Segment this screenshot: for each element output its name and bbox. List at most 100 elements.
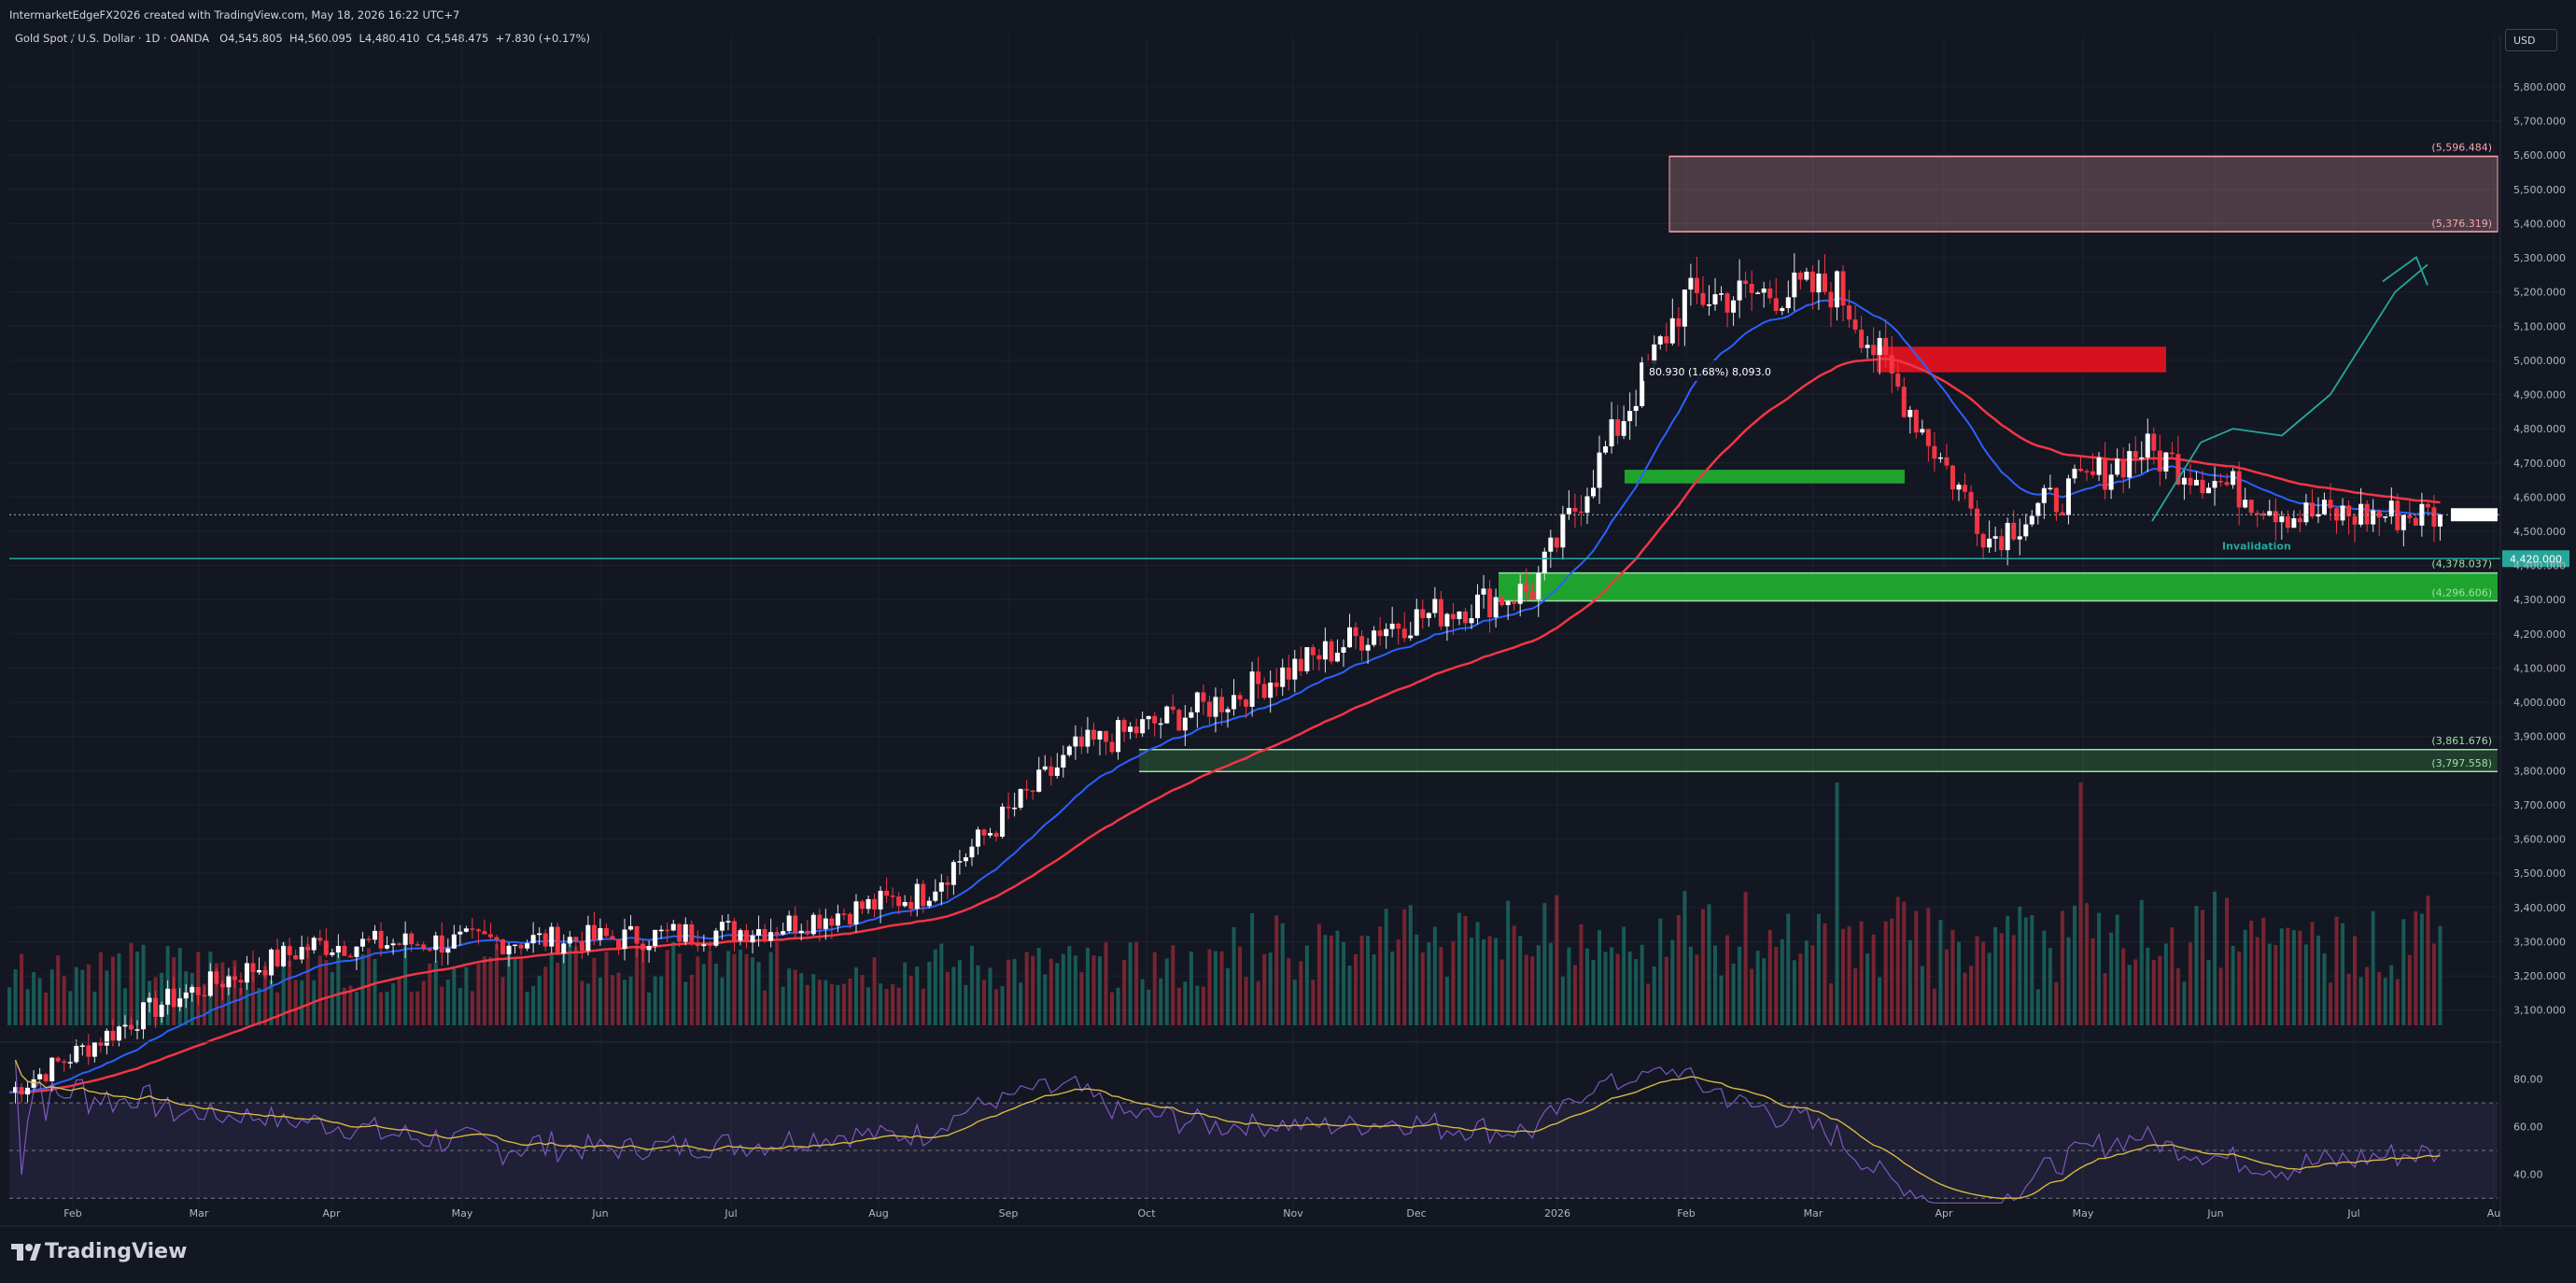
candle-body (1529, 591, 1535, 599)
volume-bar (403, 941, 408, 1025)
candle-body (2243, 500, 2248, 508)
volume-bar (141, 944, 146, 1025)
candle-body (2303, 502, 2309, 523)
candle-body (2260, 513, 2266, 516)
candle-body (1797, 272, 1803, 280)
volume-bar (1902, 901, 1907, 1025)
time-tick-label: May (2073, 1207, 2094, 1220)
volume-bar (1219, 951, 1224, 1025)
projection-path (2151, 263, 2428, 522)
candle-body (2413, 517, 2418, 526)
volume-bar (1329, 935, 1333, 1025)
candle-body (993, 833, 999, 838)
volume-bar (1335, 930, 1340, 1025)
candle-body (2255, 513, 2260, 515)
volume-bar (1750, 968, 1754, 1025)
candle-body (1206, 701, 1212, 717)
volume-bar (317, 955, 322, 1025)
volume-bar (409, 992, 414, 1025)
candle-body (762, 929, 767, 941)
candle-body (530, 935, 536, 944)
candle-body (1615, 419, 1621, 436)
candle-body (525, 943, 530, 949)
candle-body (810, 914, 816, 935)
volume-bar (1256, 980, 1260, 1025)
candle-body (49, 1057, 55, 1082)
volume-bar (440, 986, 444, 1025)
volume-bar (1159, 978, 1163, 1025)
candle-body (1018, 788, 1023, 808)
volume-bar (1823, 923, 1827, 1025)
volume-bar (665, 950, 669, 1025)
price-tick-label: 3,200.000 (2513, 970, 2566, 982)
volume-bar (671, 941, 676, 1025)
candle-body (1061, 754, 1066, 768)
candle-body (2090, 471, 2096, 475)
currency-button[interactable]: USD (2505, 29, 2557, 51)
volume-bar (2261, 917, 2266, 1025)
volume-bar (2042, 930, 2047, 1025)
candle-body (542, 933, 548, 947)
candle-body (1194, 692, 1200, 712)
volume-bar (799, 973, 804, 1025)
candle-body (1359, 636, 1365, 651)
candle-body (330, 952, 335, 955)
candle-body (159, 1004, 164, 1017)
volume-bar (1134, 941, 1139, 1025)
volume-bar (2353, 936, 2358, 1025)
symbol-legend[interactable]: Gold Spot / U.S. Dollar · 1D · OANDA O4,… (15, 32, 590, 45)
volume-bar (2438, 925, 2442, 1025)
candle-body (1749, 284, 1754, 293)
volume-bar (2334, 916, 2339, 1025)
invalidation-price-label: 4,420.000 (2510, 553, 2562, 565)
price-chart[interactable]: (5,596.484) (5,376.319) (4,378.037) (4,296.… (0, 0, 2576, 1229)
volume-bar (1816, 913, 1821, 1025)
candle-body (1505, 600, 1511, 606)
candle-body (860, 901, 865, 909)
candle-body (1109, 741, 1115, 753)
candle-body (665, 929, 670, 932)
rsi-tick-label: 80.00 (2513, 1074, 2543, 1086)
volume-bar (1415, 934, 1419, 1025)
volume-bar (1402, 909, 1407, 1025)
candle-body (1372, 630, 1377, 645)
volume-bar (2426, 895, 2430, 1025)
volume-bar (2358, 977, 2363, 1025)
annotations: Invalidation 4,420.000 80.930 (1.68%) 8,09… (9, 255, 2569, 568)
volume-bar (628, 976, 633, 1025)
candle-body (463, 928, 469, 932)
candle-body (202, 994, 207, 997)
volume-bar (1378, 926, 1383, 1025)
candle-body (1669, 317, 1675, 344)
candle-body (134, 1029, 140, 1031)
candle-body (487, 934, 493, 938)
volume-bar (360, 953, 365, 1025)
low-label: L (359, 32, 365, 45)
volume-bar (891, 984, 895, 1025)
candle-body (1457, 611, 1462, 620)
candle-body (1213, 697, 1218, 717)
candle-body (366, 938, 372, 940)
time-tick-label: Jul (2346, 1207, 2359, 1220)
candle-body (1566, 507, 1571, 515)
volume-bar (1238, 946, 1243, 1025)
time-tick-label: Mar (190, 1207, 209, 1220)
volume-bar (2109, 932, 2114, 1025)
volume-bar (1499, 959, 1504, 1025)
candle-body (1000, 806, 1006, 838)
volume-bar (1457, 912, 1461, 1025)
volume-bar (829, 983, 834, 1025)
candle-body (1932, 445, 1937, 459)
time-tick-label: Sep (999, 1207, 1019, 1220)
volume-bar (202, 983, 206, 1025)
candle-body (890, 895, 895, 897)
volume-bar (2225, 897, 2230, 1025)
volume-bar (379, 992, 384, 1025)
price-tick-label: 5,000.000 (2513, 355, 2566, 367)
candle-body (37, 1074, 43, 1079)
candle-body (653, 929, 658, 947)
volume-bar (2329, 982, 2333, 1025)
volume-bar (245, 969, 249, 1025)
volume-bar (787, 968, 792, 1025)
candle-body (1201, 692, 1206, 702)
